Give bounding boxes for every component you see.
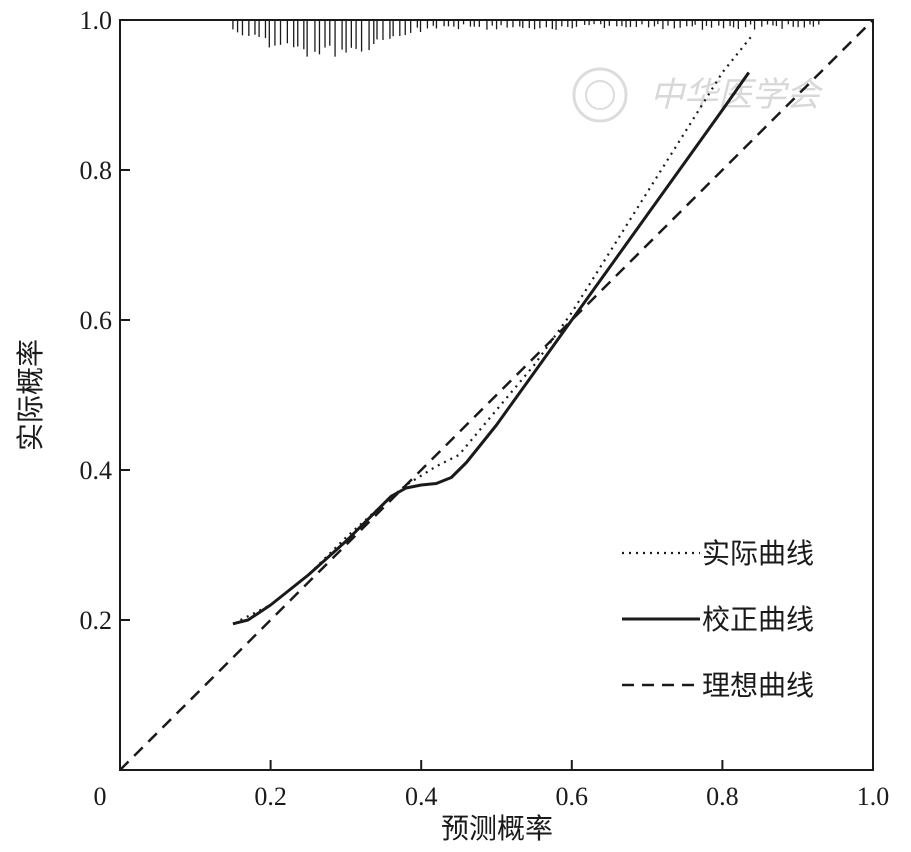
y-axis-title: 实际概率: [14, 339, 47, 451]
watermark-seal-inner: [585, 80, 615, 110]
series-ideal-line: [119, 19, 874, 771]
legend: 实际曲线 校正曲线 理想曲线: [622, 537, 814, 702]
x-tick-label: 0.4: [405, 782, 438, 811]
x-tick-label: 0.8: [706, 782, 739, 811]
y-axis-ticks: 0.2 0.4 0.6 0.8 1.0: [80, 6, 130, 635]
x-tick-label: 0.2: [254, 782, 287, 811]
legend-label-calibrated: 校正曲线: [702, 603, 814, 636]
watermark: 中华医学会: [572, 67, 824, 123]
x-axis-ticks: 0 0.2 0.4 0.6 0.8 1.0: [94, 760, 890, 811]
watermark-seal-icon: [572, 67, 628, 123]
x-axis-title: 预测概率: [441, 812, 553, 845]
y-tick-label: 0.6: [80, 306, 113, 335]
series-layer: [119, 19, 874, 771]
legend-label-ideal: 理想曲线: [702, 669, 814, 702]
x-tick-label: 0: [94, 782, 107, 811]
legend-label-actual: 实际曲线: [702, 537, 814, 570]
series-calibrated-line: [232, 71, 751, 626]
watermark-text: 中华医学会: [650, 75, 824, 115]
y-tick-label: 1.0: [80, 6, 113, 35]
rug-plot: [232, 20, 820, 57]
x-tick-label: 1.0: [857, 782, 890, 811]
y-tick-label: 0.8: [80, 156, 113, 185]
x-tick-label: 0.6: [556, 782, 589, 811]
y-tick-label: 0.2: [80, 606, 113, 635]
series-actual-line: [240, 34, 754, 621]
y-tick-label: 0.4: [80, 456, 113, 485]
